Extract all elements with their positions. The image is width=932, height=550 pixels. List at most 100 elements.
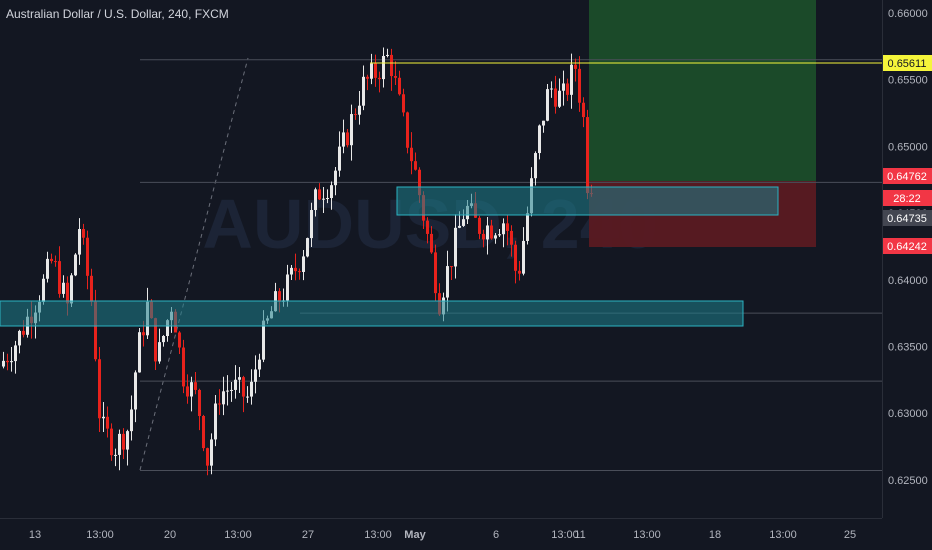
dashed-trend-line[interactable] [139,57,249,471]
candle-body [234,379,237,390]
candle-body [238,377,241,380]
candle-body [242,377,245,397]
candle-body [450,266,453,268]
x-tick-label: 13:00 [86,529,114,541]
candle-body [350,114,353,146]
candle-body [286,274,289,301]
candle-body [326,198,329,200]
candle-body [374,63,377,78]
candle-body [370,63,373,79]
candle-body [194,382,197,390]
candle-body [134,372,137,410]
candle-body [418,169,421,196]
candle-body [482,233,485,240]
candle-body [506,223,509,231]
candle-body [514,244,517,271]
candle-body [158,342,161,362]
candle-body [494,235,497,239]
candle-body [338,146,341,171]
y-tick-label: 0.63000 [888,408,928,420]
candle-body [398,77,401,95]
candle-body [578,68,581,103]
candle-body [570,64,573,95]
candle-body [122,433,125,450]
candle-body [490,225,493,239]
candle-body [250,381,253,397]
candle-body [586,117,589,194]
candle-body [222,391,225,405]
candle-body [66,282,69,304]
candle-body [142,332,145,336]
x-tick-label: 25 [844,529,856,541]
candle-body [334,170,337,186]
candle-body [562,83,565,91]
candle-body [414,161,417,170]
candle-body [186,386,189,397]
candle-body [22,330,25,335]
candle-body [258,359,261,370]
candle-body [478,217,481,234]
candle-body [298,271,301,273]
x-tick-label: 27 [302,529,314,541]
candle-body [18,330,21,346]
candle-body [206,448,209,466]
candle-body [202,415,205,449]
candle-body [10,361,13,363]
x-tick-label: 20 [164,529,176,541]
candle-body [102,416,105,419]
x-tick-label: 18 [709,529,721,541]
price-tag-label: 0.65611 [888,58,927,70]
upper-support-zone[interactable] [396,186,779,216]
x-tick-label: 13:00 [551,529,579,541]
candle-body [62,282,65,294]
lower-support-zone[interactable] [0,300,744,327]
price-tag-label: 0.64762 [887,171,927,183]
candle-body [410,147,413,162]
candle-body [58,261,61,294]
candle-body [314,189,317,211]
candle-body [386,54,389,56]
price-tag [883,190,932,206]
x-tick-label: 13:00 [224,529,252,541]
candle-body [358,105,361,115]
candle-body [166,320,169,337]
candle-body [2,360,5,367]
candle-body [510,230,513,245]
price-tags: 0.65611 0.64762 28:22 0.64735 0.64242 [883,55,932,254]
candle-body [346,132,349,146]
candle-body [322,198,325,200]
candle-body [330,185,333,199]
candle-body [42,278,45,302]
candle-body [246,396,249,398]
chart-title: Australian Dollar / U.S. Dollar, 240, FX… [6,7,229,21]
candle-body [378,77,381,80]
candle-body [94,301,97,360]
candle-body [342,132,345,147]
candle-body [82,229,85,238]
price-tag [883,55,932,71]
x-tick-label: 13:00 [364,529,392,541]
candle-body [550,88,553,90]
x-tick-label: 11 [574,529,585,541]
price-tag [883,210,932,226]
candle-body [130,409,133,432]
candle-body [554,88,557,107]
candle-body [434,252,437,294]
candle-body [138,332,141,373]
candle-body [214,403,217,440]
candle-body [498,234,501,236]
candle-body [182,347,185,387]
y-tick-label: 0.65500 [888,75,928,87]
candle-body [226,390,229,392]
candle-body [210,439,213,466]
x-tick-label: May [404,529,426,541]
candle-body [98,359,101,419]
candle-body [566,83,569,95]
candle-body [78,229,81,255]
candle-body [254,369,257,382]
candle-body [446,266,449,298]
candle-body [290,267,293,275]
take-profit-zone[interactable] [589,0,816,181]
